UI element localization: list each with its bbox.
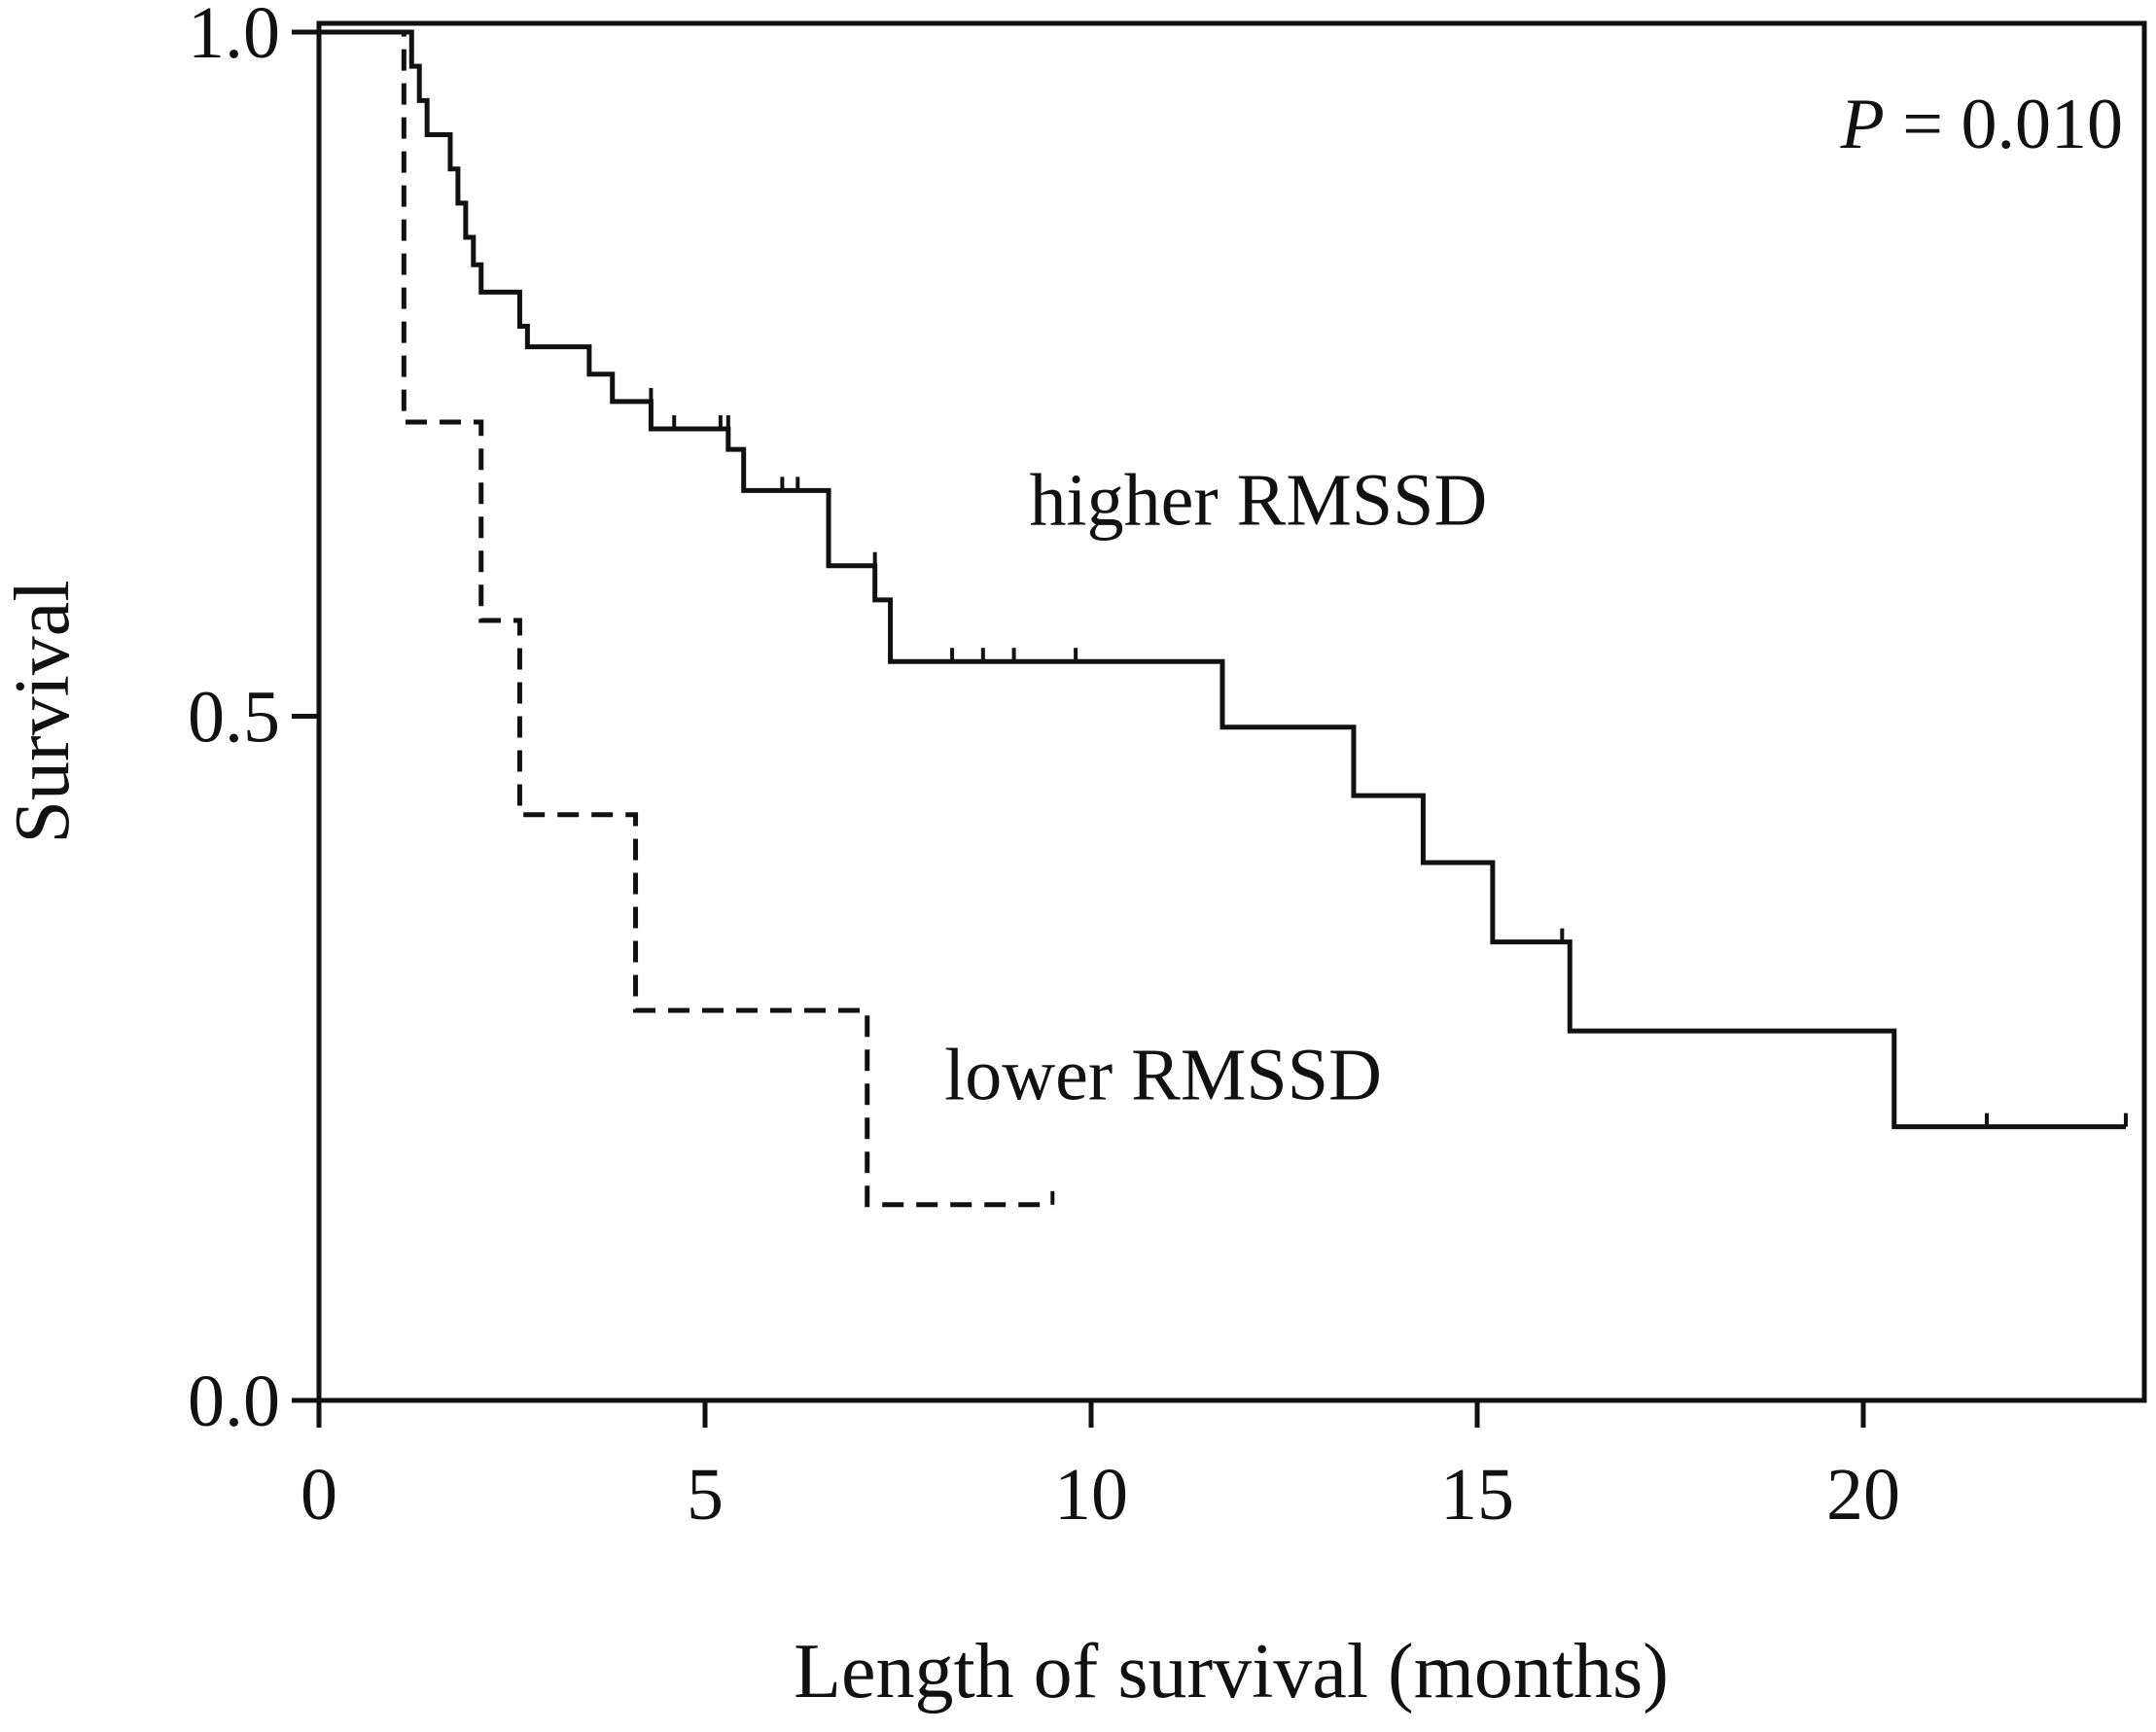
x-tick-label: 10 bbox=[1054, 1454, 1128, 1536]
survival-curve-higher-rmssd bbox=[319, 29, 2126, 1130]
y-axis-ticks: 0.0 0.5 1.0 bbox=[188, 0, 319, 1442]
series-label-lower-rmssd: lower RMSSD bbox=[944, 1034, 1382, 1115]
x-axis-ticks: 0 5 10 15 20 bbox=[300, 1400, 1900, 1536]
series-higher-rmssd: higher RMSSD bbox=[319, 29, 2128, 1130]
p-value-text: = 0.010 bbox=[1885, 85, 2123, 164]
x-tick-label: 0 bbox=[300, 1454, 337, 1536]
y-tick-label: 1.0 bbox=[188, 0, 280, 74]
y-axis-label: Survival bbox=[0, 580, 86, 843]
p-value-annotation: P = 0.010 bbox=[1840, 85, 2123, 164]
survival-curve-lower-rmssd bbox=[319, 29, 1053, 1208]
series-lower-rmssd: lower RMSSD bbox=[319, 29, 1382, 1208]
series-layer: higher RMSSD lower RMSSD bbox=[319, 29, 2128, 1208]
x-tick-label: 5 bbox=[687, 1454, 724, 1536]
y-tick-label: 0.5 bbox=[188, 677, 280, 759]
x-tick-label: 20 bbox=[1826, 1454, 1900, 1536]
series-label-higher-rmssd: higher RMSSD bbox=[1029, 460, 1487, 542]
p-value-symbol: P bbox=[1840, 85, 1885, 164]
y-tick-label: 0.0 bbox=[188, 1361, 280, 1442]
x-axis-label: Length of survival (months) bbox=[794, 1629, 1669, 1714]
x-tick-label: 15 bbox=[1440, 1454, 1514, 1536]
plot-frame bbox=[316, 20, 2147, 1403]
